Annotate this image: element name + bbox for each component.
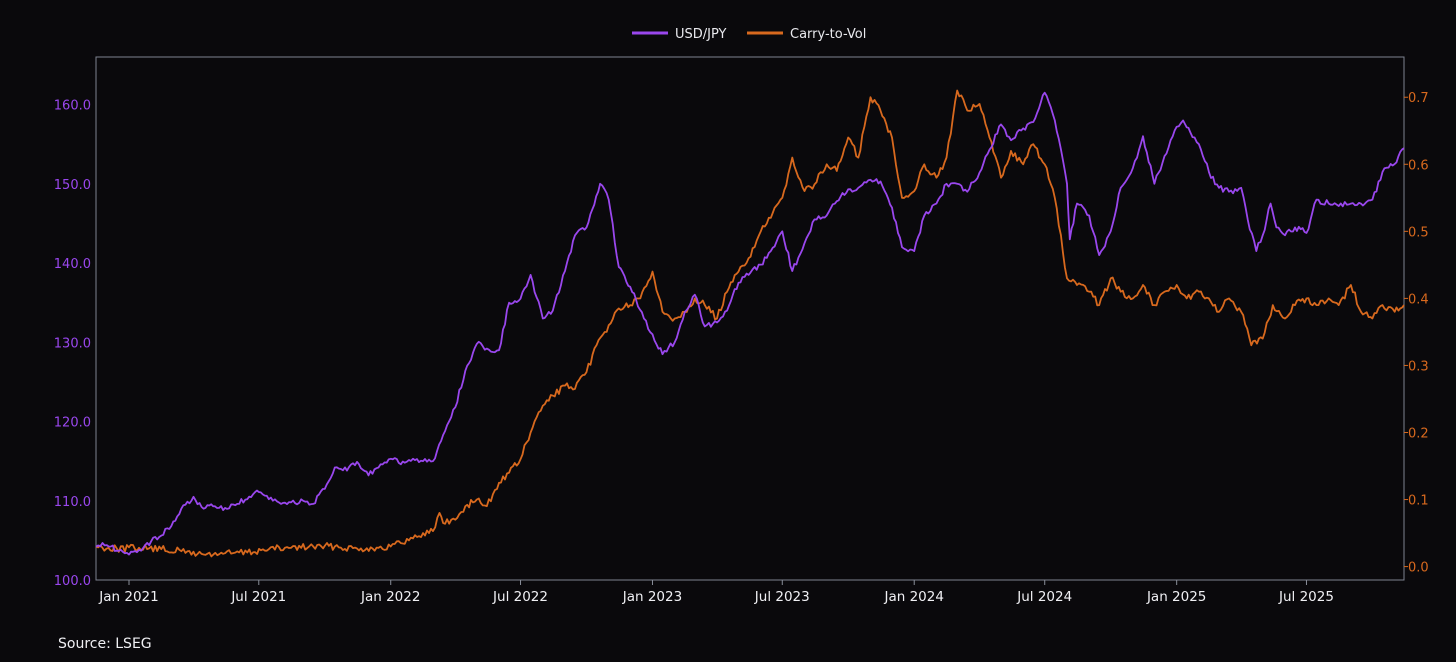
x-tick-label: Jan 2022 (360, 589, 420, 605)
x-tick-label: Jul 2023 (754, 589, 810, 605)
right-tick-label: 0.0 (1408, 561, 1429, 576)
legend-label-usdjpy: USD/JPY (675, 27, 727, 42)
left-tick-label: 130.0 (54, 336, 91, 351)
x-tick-label: Jan 2025 (1146, 589, 1206, 605)
legend: USD/JPY Carry-to-Vol (632, 27, 866, 42)
right-tick-label: 0.4 (1408, 292, 1429, 307)
x-tick-label: Jan 2021 (98, 589, 158, 605)
x-tick-label: Jul 2021 (230, 589, 286, 605)
series-line-usdjpy (95, 91, 1405, 556)
right-tick-label: 0.6 (1408, 158, 1429, 173)
right-tick-label: 0.5 (1408, 225, 1429, 240)
left-tick-label: 150.0 (54, 178, 91, 193)
x-tick-label: Jul 2025 (1278, 589, 1334, 605)
x-tick-label: Jan 2023 (622, 589, 682, 605)
right-tick-label: 0.7 (1408, 91, 1429, 106)
right-y-axis-ticks: 0.0 0.1 0.2 0.3 0.4 0.5 0.6 0.7 (1404, 91, 1429, 576)
x-tick-label: Jan 2024 (883, 589, 943, 605)
x-tick-label: Jul 2024 (1016, 589, 1072, 605)
left-tick-label: 100.0 (54, 574, 91, 589)
left-y-axis-ticks: 100.0 110.0 120.0 130.0 140.0 150.0 160.0 (54, 99, 91, 589)
left-tick-label: 140.0 (54, 257, 91, 272)
right-tick-label: 0.3 (1408, 359, 1429, 374)
right-tick-label: 0.1 (1408, 494, 1429, 509)
series-layer (95, 89, 1405, 558)
plot-area-frame (95, 56, 1405, 581)
legend-label-carry-to-vol: Carry-to-Vol (790, 27, 866, 42)
right-tick-label: 0.2 (1408, 426, 1429, 441)
x-tick-label: Jul 2022 (492, 589, 548, 605)
left-tick-label: 110.0 (54, 495, 91, 510)
left-tick-label: 160.0 (54, 99, 91, 114)
source-note: Source: LSEG (58, 636, 152, 652)
series-line-carry-to-vol (95, 89, 1405, 558)
left-tick-label: 120.0 (54, 416, 91, 431)
x-axis-ticks: Jan 2021 Jul 2021 Jan 2022 Jul 2022 Jan 2023… (98, 580, 1334, 605)
